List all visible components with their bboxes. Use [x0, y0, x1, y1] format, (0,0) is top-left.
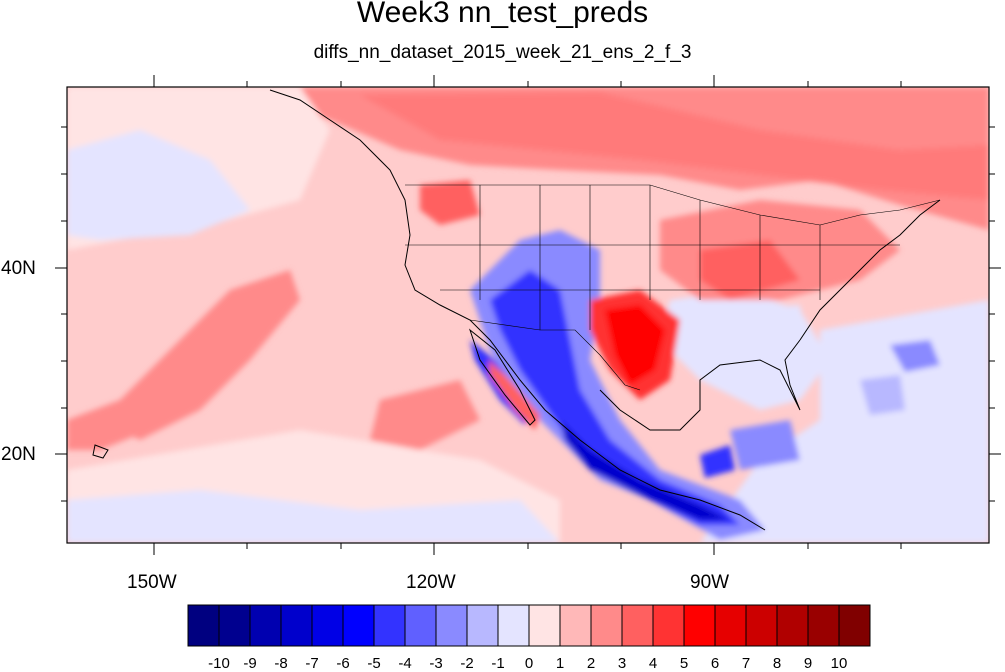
colorbar-label: -1 — [491, 655, 505, 672]
colorbar-swatch — [435, 604, 468, 647]
cool-spot-caribbean — [700, 445, 735, 478]
colorbar-label: -2 — [460, 655, 474, 672]
anomaly-field — [67, 87, 989, 543]
warm-region-pacific-2 — [67, 400, 150, 450]
figure-title: Week3 nn_test_preds — [356, 0, 649, 29]
coastlines — [92, 89, 941, 531]
colorbar-swatch — [280, 604, 313, 647]
colorbar-swatch — [714, 604, 747, 647]
colorbar-label: -6 — [336, 655, 350, 672]
coast-west-na — [269, 89, 766, 531]
colorbar-swatch — [683, 604, 716, 647]
lat-label-40n: 40N — [1, 258, 36, 279]
cool-spot-atlantic-3 — [860, 375, 905, 415]
colorbar-label: 1 — [555, 655, 565, 672]
colorbar-swatch — [342, 604, 375, 647]
warm-spot-east-us — [700, 240, 800, 300]
state-line-2 — [405, 244, 900, 291]
cool-region-nwpac — [67, 130, 250, 240]
lat-label-20n: 20N — [1, 444, 36, 465]
colorbar-label: 6 — [710, 655, 720, 672]
cool-region-spac — [67, 490, 560, 543]
warm-region-pacific — [100, 270, 300, 440]
colorbar-label: -4 — [398, 655, 412, 672]
coast-hawaii — [92, 444, 109, 459]
colorbar-swatch — [528, 604, 561, 647]
colorbar-swatch — [311, 604, 344, 647]
colorbar-label: 4 — [648, 655, 658, 672]
hot-region-texas-core — [605, 305, 665, 385]
colorbar-label: -8 — [274, 655, 288, 672]
colorbar-swatch — [187, 604, 220, 647]
colorbar-swatch — [621, 604, 654, 647]
warm-region-canada-mid — [360, 92, 989, 200]
coast-gulf — [599, 339, 801, 431]
colorbar-label: -9 — [243, 655, 257, 672]
warm-spot-nw — [420, 180, 480, 225]
lon-label-150w: 150W — [127, 572, 177, 593]
colorbar-swatch — [404, 604, 437, 647]
axis-ticks — [55, 75, 1001, 555]
colorbar-swatch — [249, 604, 282, 647]
colorbar-swatch — [652, 604, 685, 647]
colorbar-label: 0 — [524, 655, 534, 672]
colorbar-label: -7 — [305, 655, 319, 672]
colorbar-swatch — [807, 604, 840, 647]
colorbar-swatch — [776, 604, 809, 647]
colorbar-label: 7 — [741, 655, 751, 672]
warm-region-pacific-3 — [370, 380, 480, 450]
figure-subtitle: diffs_nn_dataset_2015_week_21_ens_2_f_3 — [313, 42, 692, 63]
political-boundaries — [405, 184, 941, 391]
border-us-mexico — [469, 319, 641, 391]
colorbar-label: 5 — [679, 655, 689, 672]
cool-spot-atlantic-1 — [890, 340, 940, 372]
state-line-1 — [479, 185, 821, 330]
colorbar-swatch — [466, 604, 499, 647]
cool-spot-atlantic-2 — [730, 420, 800, 470]
colorbar-label: 3 — [617, 655, 627, 672]
cold-region-mexico-deep — [560, 420, 730, 520]
colorbar-swatch — [590, 604, 623, 647]
warm-region-baja — [488, 360, 540, 430]
lon-label-120w: 120W — [406, 572, 456, 593]
colorbar-label: -5 — [367, 655, 381, 672]
colorbar-label: 8 — [772, 655, 782, 672]
colorbar-label: 10 — [830, 655, 848, 672]
colorbar-swatch — [745, 604, 778, 647]
colorbar-swatch — [218, 604, 251, 647]
colorbar-swatch — [838, 604, 871, 647]
colorbar-swatch — [559, 604, 592, 647]
coast-baja — [468, 328, 536, 426]
colorbar-label: -3 — [429, 655, 443, 672]
lon-label-90w: 90W — [690, 572, 730, 593]
colorbar-label: 2 — [586, 655, 596, 672]
colorbar-swatch — [497, 604, 530, 647]
cold-region-sw-core — [490, 270, 740, 525]
colorbar-label: -10 — [208, 655, 230, 672]
colorbar-label: 9 — [803, 655, 813, 672]
colorbar-swatch — [373, 604, 406, 647]
border-us-canada — [405, 184, 941, 226]
coast-east-us — [799, 199, 941, 341]
warm-region-canada — [140, 87, 989, 230]
